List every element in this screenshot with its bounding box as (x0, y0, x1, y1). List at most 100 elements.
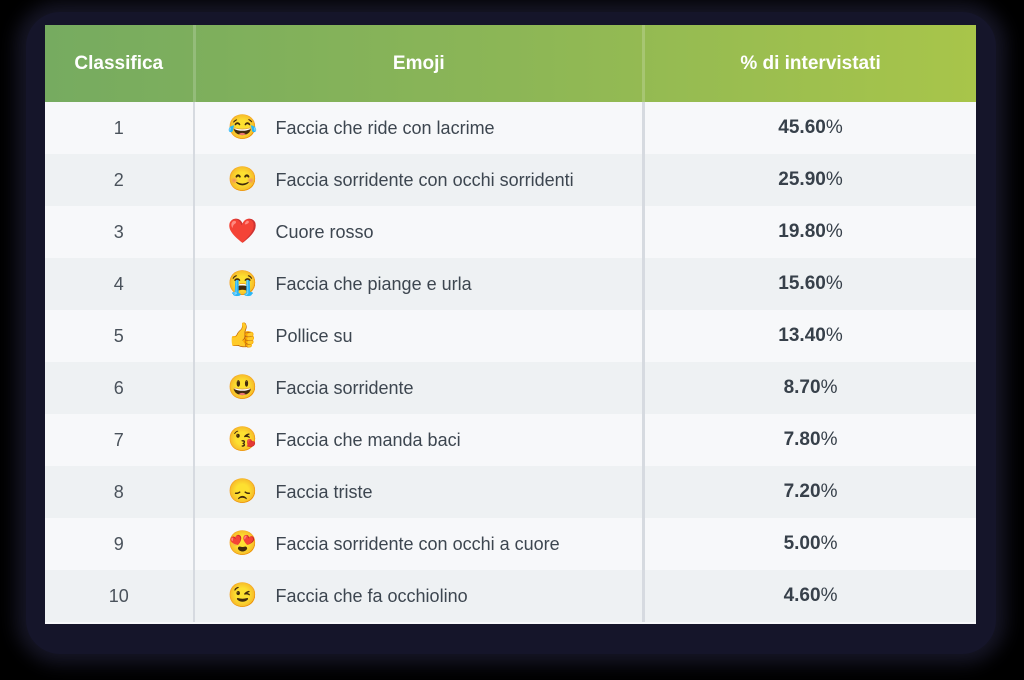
emoji-name: Faccia sorridente con occhi sorridenti (275, 169, 574, 190)
emoji-ranking-table: Classifica Emoji % di intervistati 1 😂 Fac… (45, 25, 976, 624)
percent-unit: % (825, 117, 843, 138)
rank-cell: 4 (113, 273, 124, 294)
table-header: Classifica Emoji % di intervistati (45, 25, 976, 102)
column-divider (642, 154, 646, 206)
header-emoji: Emoji (392, 52, 445, 74)
percent-value: 7.80 (783, 429, 821, 450)
column-divider (192, 570, 196, 622)
emoji-name: Faccia sorridente (275, 377, 414, 398)
rank-cell: 8 (113, 481, 124, 502)
percent-cell: 13.40% (645, 310, 976, 362)
emoji-name: Faccia che fa occhiolino (275, 585, 468, 606)
percent-value: 45.60 (778, 117, 826, 138)
header-rank: Classifica (74, 52, 164, 74)
emoji-cell: 😘 Faccia che manda baci (195, 414, 642, 466)
emoji-name: Faccia che ride con lacrime (275, 117, 495, 138)
emoji-cell: 😭 Faccia che piange e urla (195, 258, 642, 310)
rank-cell: 3 (113, 221, 124, 242)
face-blowing-kiss-icon: 😘 (227, 426, 258, 453)
percent-value: 13.40 (778, 325, 826, 346)
emoji-cell: 👍 Pollice su (195, 310, 642, 362)
emoji-name: Cuore rosso (275, 221, 374, 242)
column-divider (642, 466, 646, 518)
emoji-cell: ❤️ Cuore rosso (195, 206, 642, 258)
emoji-cell: 😍 Faccia sorridente con occhi a cuore (195, 518, 642, 570)
percent-value: 7.20 (783, 481, 821, 502)
smiling-face-with-smiling-eyes-icon: 😊 (227, 166, 258, 193)
percent-value: 8.70 (783, 377, 821, 398)
percent-unit: % (820, 533, 838, 554)
percent-cell: 45.60% (645, 102, 976, 154)
emoji-cell: 😞 Faccia triste (195, 466, 642, 518)
percent-cell: 7.20% (645, 466, 976, 518)
header-divider (192, 25, 196, 102)
percent-cell: 4.60% (645, 570, 976, 622)
column-divider (192, 310, 196, 362)
column-divider (192, 518, 196, 570)
table-row: 1 😂 Faccia che ride con lacrime 45.60% (45, 102, 976, 154)
percent-value: 4.60 (783, 585, 821, 606)
table-row: 7 😘 Faccia che manda baci 7.80% (45, 414, 976, 466)
column-divider (642, 206, 646, 258)
red-heart-icon: ❤️ (227, 218, 258, 245)
thumbs-up-icon: 👍 (227, 322, 258, 349)
table-row: 6 😃 Faccia sorridente 8.70% (45, 362, 976, 414)
column-divider (192, 258, 196, 310)
column-divider (192, 414, 196, 466)
disappointed-face-icon: 😞 (227, 478, 258, 505)
loudly-crying-face-icon: 😭 (227, 270, 258, 297)
emoji-cell: 😊 Faccia sorridente con occhi sorridenti (195, 154, 642, 206)
table-row: 10 😉 Faccia che fa occhiolino 4.60% (45, 570, 976, 622)
rank-cell: 9 (113, 533, 124, 554)
percent-cell: 8.70% (645, 362, 976, 414)
percent-unit: % (825, 325, 843, 346)
rank-cell: 2 (113, 169, 124, 190)
percent-value: 19.80 (778, 221, 826, 242)
percent-value: 15.60 (778, 273, 826, 294)
percent-cell: 25.90% (645, 154, 976, 206)
table-body: 1 😂 Faccia che ride con lacrime 45.60% 2 😊 Fac… (45, 102, 976, 622)
percent-cell: 7.80% (645, 414, 976, 466)
column-divider (642, 310, 646, 362)
rank-cell: 5 (113, 325, 124, 346)
header-divider (642, 25, 646, 102)
rank-cell: 1 (113, 117, 124, 138)
rank-cell: 6 (113, 377, 124, 398)
emoji-cell: 😂 Faccia che ride con lacrime (195, 102, 642, 154)
face-with-tears-of-joy-icon: 😂 (227, 114, 258, 141)
emoji-cell: 😉 Faccia che fa occhiolino (195, 570, 642, 622)
rank-cell: 7 (113, 429, 124, 450)
percent-value: 25.90 (778, 169, 826, 190)
emoji-name: Faccia sorridente con occhi a cuore (275, 533, 560, 554)
column-divider (192, 466, 196, 518)
emoji-name: Pollice su (275, 325, 353, 346)
percent-unit: % (820, 429, 838, 450)
heart-eyes-face-icon: 😍 (227, 530, 258, 557)
column-divider (642, 362, 646, 414)
emoji-name: Faccia triste (275, 481, 373, 502)
column-divider (192, 102, 196, 154)
header-percent: % di intervistati (740, 52, 881, 74)
table-row: 2 😊 Faccia sorridente con occhi sorridenti… (45, 154, 976, 206)
table-row: 3 ❤️ Cuore rosso 19.80% (45, 206, 976, 258)
percent-unit: % (825, 221, 843, 242)
percent-cell: 19.80% (645, 206, 976, 258)
column-divider (642, 102, 646, 154)
column-divider (642, 414, 646, 466)
grinning-face-icon: 😃 (227, 374, 258, 401)
winking-face-icon: 😉 (227, 582, 258, 609)
percent-value: 5.00 (783, 533, 821, 554)
column-divider (642, 518, 646, 570)
emoji-name: Faccia che piange e urla (275, 273, 472, 294)
percent-unit: % (820, 377, 838, 398)
column-divider (642, 570, 646, 622)
table-row: 9 😍 Faccia sorridente con occhi a cuore 5.0… (45, 518, 976, 570)
percent-unit: % (820, 481, 838, 502)
column-divider (192, 362, 196, 414)
percent-unit: % (820, 585, 838, 606)
percent-unit: % (825, 169, 843, 190)
table-row: 4 😭 Faccia che piange e urla 15.60% (45, 258, 976, 310)
table-row: 8 😞 Faccia triste 7.20% (45, 466, 976, 518)
emoji-name: Faccia che manda baci (275, 429, 461, 450)
